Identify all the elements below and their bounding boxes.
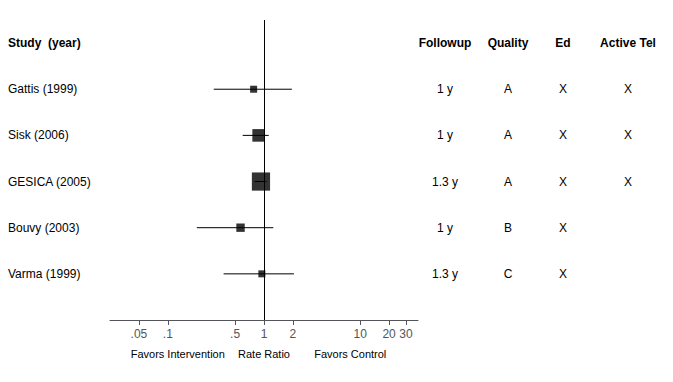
svg-text:Varma (1999): Varma (1999) (8, 267, 80, 281)
svg-text:Favors Intervention: Favors Intervention (131, 348, 225, 360)
svg-text:Ed: Ed (555, 36, 570, 50)
svg-text:X: X (559, 267, 567, 281)
svg-text:X: X (624, 82, 632, 96)
svg-text:Rate Ratio: Rate Ratio (238, 348, 290, 360)
svg-text:1: 1 (261, 327, 268, 341)
svg-text:Study (year): Study (year) (8, 36, 81, 50)
svg-text:B: B (504, 221, 512, 235)
svg-text:A: A (504, 82, 512, 96)
svg-text:.5: .5 (230, 327, 240, 341)
svg-text:Followup: Followup (419, 36, 472, 50)
svg-text:2: 2 (290, 327, 297, 341)
svg-text:.1: .1 (163, 327, 173, 341)
svg-text:GESICA (2005): GESICA (2005) (8, 175, 91, 189)
svg-text:1 y: 1 y (437, 128, 453, 142)
svg-text:.05: .05 (131, 327, 148, 341)
svg-text:1.3 y: 1.3 y (432, 267, 458, 281)
svg-text:1 y: 1 y (437, 82, 453, 96)
svg-text:10: 10 (353, 327, 367, 341)
svg-text:A: A (504, 128, 512, 142)
svg-text:X: X (559, 128, 567, 142)
svg-text:X: X (624, 128, 632, 142)
svg-text:X: X (559, 175, 567, 189)
svg-text:C: C (504, 267, 513, 281)
svg-text:Favors Control: Favors Control (314, 348, 386, 360)
svg-text:X: X (559, 221, 567, 235)
svg-text:Gattis (1999): Gattis (1999) (8, 82, 77, 96)
svg-text:20: 20 (382, 327, 396, 341)
svg-text:1.3 y: 1.3 y (432, 175, 458, 189)
svg-text:Bouvy (2003): Bouvy (2003) (8, 221, 79, 235)
svg-text:A: A (504, 175, 512, 189)
svg-text:1 y: 1 y (437, 221, 453, 235)
svg-text:Quality: Quality (488, 36, 529, 50)
svg-text:30: 30 (399, 327, 413, 341)
svg-text:Active Tel: Active Tel (600, 36, 656, 50)
svg-text:X: X (624, 175, 632, 189)
svg-text:X: X (559, 82, 567, 96)
svg-text:Sisk (2006): Sisk (2006) (8, 128, 69, 142)
